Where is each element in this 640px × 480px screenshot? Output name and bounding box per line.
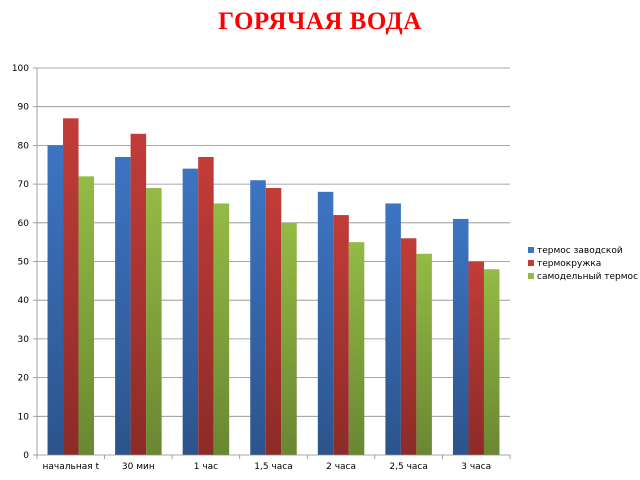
bar-3-5 (348, 242, 365, 455)
bar-1-5 (317, 191, 334, 455)
bar-1-6 (385, 203, 401, 455)
y-tick-label: 40 (18, 296, 30, 306)
y-tick-label: 70 (18, 180, 30, 190)
x-tick-label: 2,5 часа (389, 462, 427, 472)
x-tick-label: начальная t (43, 462, 100, 472)
x-tick-label: 30 мин (122, 462, 155, 472)
x-tick-label: 2 часа (326, 462, 356, 472)
bar-3-1 (78, 176, 95, 456)
legend-label: самодельный термос (537, 272, 638, 282)
legend-swatch (528, 260, 534, 266)
y-tick-label: 30 (18, 335, 30, 345)
bar-2-1 (63, 118, 79, 455)
y-tick-label: 60 (18, 219, 30, 229)
x-tick-label: 1,5 часа (254, 462, 292, 472)
legend-swatch (528, 273, 534, 279)
bar-3-3 (213, 203, 230, 455)
bar-3-7 (483, 269, 500, 455)
bar-3-4 (281, 222, 297, 455)
legend-swatch (528, 247, 534, 253)
x-tick-label: 3 часа (461, 462, 491, 472)
y-tick-label: 10 (18, 412, 30, 422)
legend-label: термос заводской (537, 246, 623, 256)
bar-1-4 (250, 180, 266, 456)
bar-2-5 (333, 215, 349, 455)
legend-label: термокружка (537, 259, 601, 269)
y-tick-label: 100 (12, 64, 29, 74)
bar-2-6 (400, 238, 417, 455)
bar-2-3 (198, 157, 214, 455)
chart-title: ГОРЯЧАЯ ВОДА (218, 8, 422, 35)
bar-1-1 (47, 145, 64, 455)
bar-1-2 (115, 157, 131, 455)
bar-3-2 (146, 187, 162, 455)
bar-1-3 (182, 168, 199, 455)
bar-2-2 (130, 133, 147, 456)
x-tick-label: 1 час (194, 462, 218, 472)
y-tick-label: 50 (18, 258, 30, 268)
y-tick-label: 0 (23, 451, 29, 461)
y-tick-label: 20 (18, 374, 30, 384)
bar-3-6 (416, 253, 432, 455)
bar-1-7 (452, 218, 469, 455)
y-tick-label: 80 (18, 141, 30, 151)
bar-2-7 (468, 261, 484, 455)
bar-2-4 (265, 187, 282, 455)
y-tick-label: 90 (18, 103, 30, 113)
